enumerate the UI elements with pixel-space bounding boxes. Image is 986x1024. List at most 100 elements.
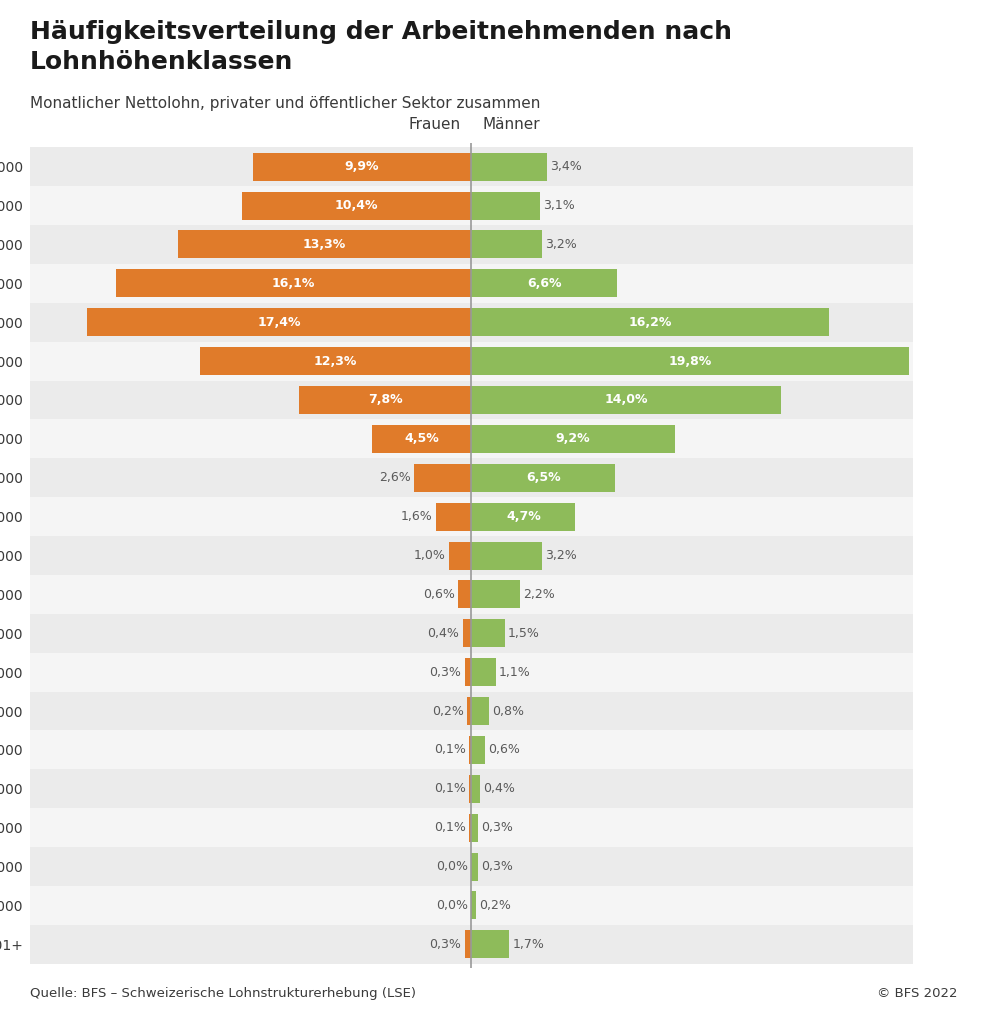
- Bar: [30, 847, 912, 886]
- Text: 16,1%: 16,1%: [271, 276, 315, 290]
- Bar: [471, 191, 539, 219]
- Text: 0,1%: 0,1%: [434, 821, 465, 835]
- Text: 1,5%: 1,5%: [508, 627, 539, 640]
- Bar: [30, 537, 912, 574]
- Text: 0,0%: 0,0%: [436, 860, 467, 873]
- Text: Häufigkeitsverteilung der Arbeitnehmenden nach
Lohnhöhenklassen: Häufigkeitsverteilung der Arbeitnehmende…: [30, 19, 731, 74]
- Bar: [30, 303, 912, 342]
- Bar: [471, 386, 780, 414]
- Text: 1,6%: 1,6%: [400, 510, 432, 523]
- Text: 9,9%: 9,9%: [344, 160, 379, 173]
- Text: 0,6%: 0,6%: [487, 743, 520, 757]
- Bar: [30, 730, 912, 769]
- Bar: [464, 931, 471, 958]
- Bar: [30, 264, 912, 303]
- Bar: [30, 498, 912, 537]
- Text: 2,6%: 2,6%: [379, 471, 410, 484]
- Bar: [471, 697, 489, 725]
- Bar: [299, 386, 471, 414]
- Bar: [471, 853, 477, 881]
- Text: 2,2%: 2,2%: [523, 588, 554, 601]
- Bar: [177, 230, 471, 258]
- Bar: [30, 147, 912, 186]
- Bar: [471, 269, 616, 297]
- Bar: [87, 308, 471, 336]
- Bar: [468, 814, 471, 842]
- Bar: [471, 542, 541, 569]
- Bar: [471, 503, 575, 530]
- Bar: [30, 381, 912, 420]
- Text: 1,7%: 1,7%: [512, 938, 543, 951]
- Text: 4,7%: 4,7%: [506, 510, 540, 523]
- Bar: [471, 658, 495, 686]
- Text: 19,8%: 19,8%: [668, 354, 711, 368]
- Text: 0,3%: 0,3%: [429, 666, 461, 679]
- Text: 7,8%: 7,8%: [368, 393, 402, 407]
- Bar: [242, 191, 471, 219]
- Text: 14,0%: 14,0%: [603, 393, 647, 407]
- Bar: [199, 347, 471, 375]
- Text: 3,1%: 3,1%: [542, 199, 575, 212]
- Bar: [436, 503, 471, 530]
- Bar: [30, 769, 912, 808]
- Text: 0,4%: 0,4%: [427, 627, 458, 640]
- Text: 0,4%: 0,4%: [483, 782, 515, 796]
- Bar: [471, 230, 541, 258]
- Text: 17,4%: 17,4%: [257, 315, 301, 329]
- Bar: [30, 420, 912, 459]
- Text: 0,3%: 0,3%: [429, 938, 461, 951]
- Text: 0,1%: 0,1%: [434, 743, 465, 757]
- Text: 3,2%: 3,2%: [545, 549, 577, 562]
- Text: Monatlicher Nettolohn, privater und öffentlicher Sektor zusammen: Monatlicher Nettolohn, privater und öffe…: [30, 96, 539, 111]
- Bar: [471, 464, 614, 492]
- Bar: [30, 808, 912, 847]
- Text: 10,4%: 10,4%: [334, 199, 378, 212]
- Bar: [449, 542, 471, 569]
- Text: 0,8%: 0,8%: [492, 705, 524, 718]
- Bar: [30, 342, 912, 381]
- Text: 0,2%: 0,2%: [431, 705, 463, 718]
- Bar: [115, 269, 471, 297]
- Text: © BFS 2022: © BFS 2022: [876, 987, 956, 999]
- Bar: [471, 153, 546, 180]
- Bar: [30, 225, 912, 264]
- Bar: [30, 652, 912, 691]
- Text: 0,1%: 0,1%: [434, 782, 465, 796]
- Text: 9,2%: 9,2%: [555, 432, 590, 445]
- Bar: [30, 613, 912, 652]
- Bar: [30, 691, 912, 730]
- Bar: [462, 620, 471, 647]
- Text: 1,0%: 1,0%: [414, 549, 446, 562]
- Bar: [471, 347, 908, 375]
- Bar: [471, 775, 480, 803]
- Text: 6,5%: 6,5%: [526, 471, 560, 484]
- Text: 16,2%: 16,2%: [628, 315, 671, 329]
- Text: Frauen: Frauen: [408, 117, 459, 132]
- Bar: [252, 153, 471, 180]
- Text: Männer: Männer: [482, 117, 539, 132]
- Bar: [464, 658, 471, 686]
- Bar: [471, 814, 477, 842]
- Text: 3,4%: 3,4%: [549, 160, 581, 173]
- Bar: [30, 925, 912, 964]
- Bar: [471, 581, 520, 608]
- Bar: [30, 459, 912, 498]
- Text: 13,3%: 13,3%: [303, 238, 346, 251]
- Bar: [466, 697, 471, 725]
- Bar: [468, 775, 471, 803]
- Text: 12,3%: 12,3%: [314, 354, 357, 368]
- Bar: [471, 620, 504, 647]
- Bar: [30, 886, 912, 925]
- Bar: [468, 736, 471, 764]
- Bar: [372, 425, 471, 453]
- Text: Quelle: BFS – Schweizerische Lohnstrukturerhebung (LSE): Quelle: BFS – Schweizerische Lohnstruktu…: [30, 987, 415, 999]
- Bar: [30, 186, 912, 225]
- Text: 0,0%: 0,0%: [436, 899, 467, 912]
- Bar: [413, 464, 471, 492]
- Text: 3,2%: 3,2%: [545, 238, 577, 251]
- Text: 6,6%: 6,6%: [527, 276, 561, 290]
- Bar: [471, 425, 674, 453]
- Text: 4,5%: 4,5%: [404, 432, 439, 445]
- Text: 0,6%: 0,6%: [423, 588, 455, 601]
- Bar: [458, 581, 471, 608]
